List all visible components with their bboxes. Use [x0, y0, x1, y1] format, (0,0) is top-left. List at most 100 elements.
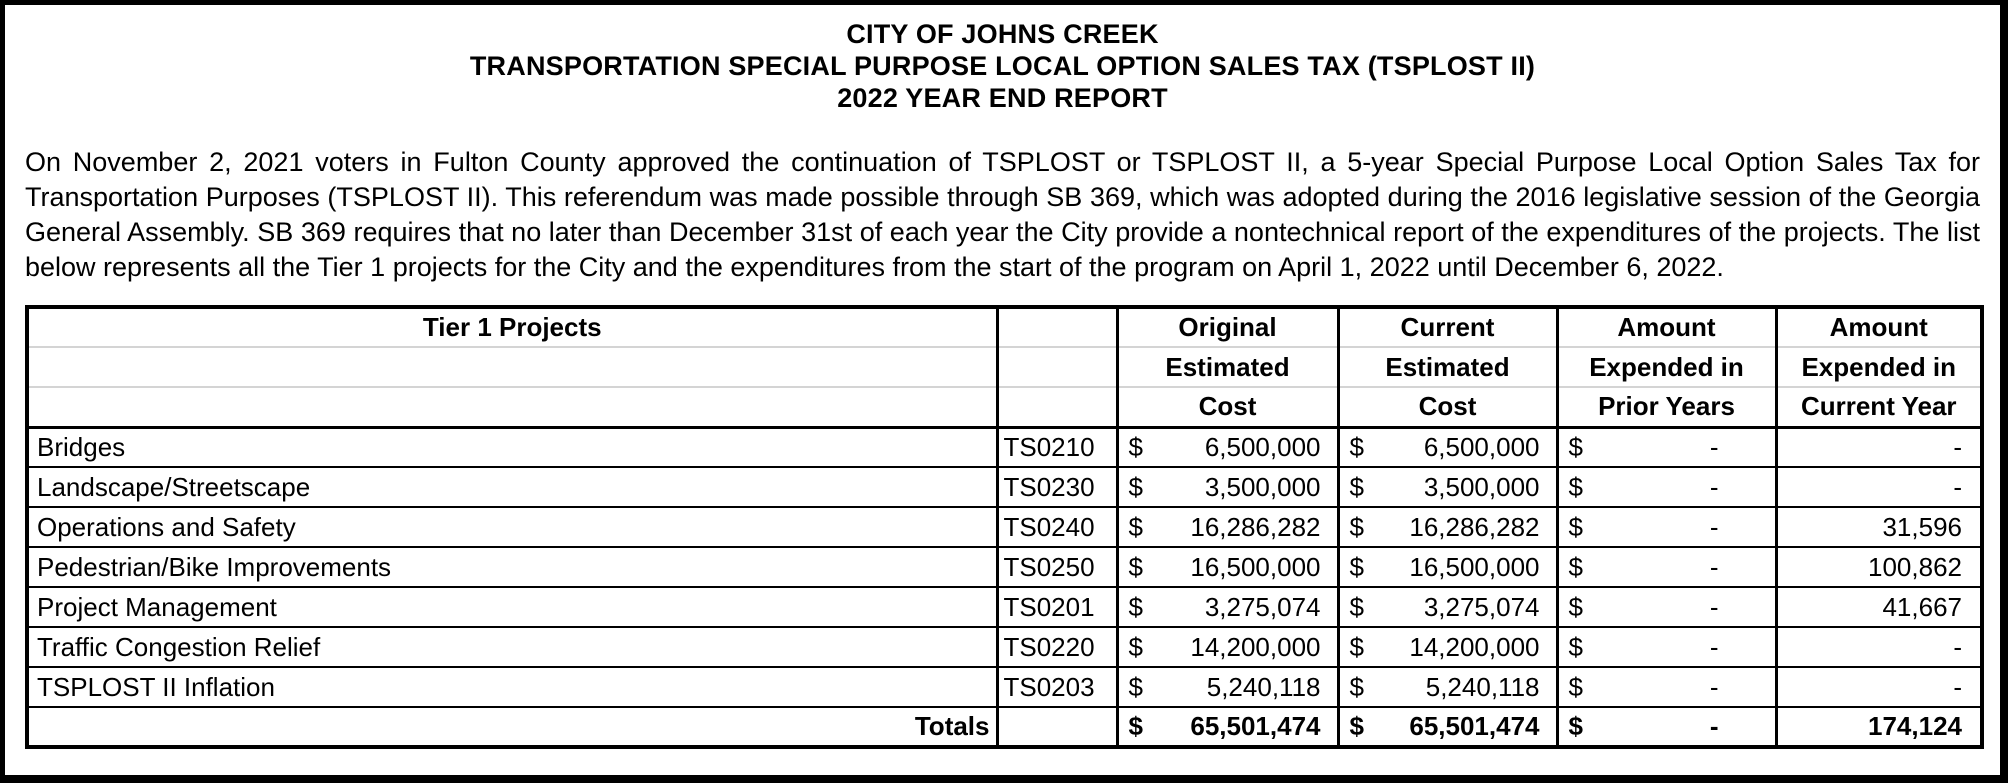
dollar-sign: $: [1349, 471, 1364, 502]
totals-original-cost-cell: $65,501,474: [1115, 707, 1338, 747]
project-code-cell: TS0201: [995, 587, 1117, 628]
table-row: Project Management TS0201 $3,275,074 $3,…: [27, 587, 1982, 628]
header-row-3: Cost Cost Prior Years Current Year: [27, 387, 1982, 429]
dollar-sign: $: [1349, 631, 1364, 662]
totals-current-year-cell: 174,124: [1774, 707, 1982, 747]
current-cost-cell: $16,500,000: [1336, 547, 1557, 588]
original-cost-cell: $3,500,000: [1115, 467, 1338, 508]
current-year-cell: 100,862: [1774, 547, 1982, 588]
project-code-cell: TS0220: [995, 627, 1117, 668]
dollar-sign: $: [1349, 431, 1364, 462]
dollar-sign: $: [1128, 711, 1143, 741]
header-current-line3: Cost: [1336, 387, 1557, 429]
header-prior-line3: Prior Years: [1555, 387, 1776, 429]
dollar-sign: $: [1128, 551, 1143, 582]
current-year-cell: 41,667: [1774, 587, 1982, 628]
header-tier1-projects: Tier 1 Projects: [27, 307, 997, 348]
prior-years-cell: $ -: [1555, 507, 1776, 548]
project-code-cell: TS0240: [995, 507, 1117, 548]
header-blank: [27, 387, 997, 429]
project-name-cell: TSPLOST II Inflation: [27, 667, 997, 708]
table-row: Landscape/Streetscape TS0230 $3,500,000 …: [27, 467, 1982, 508]
header-original-line2: Estimated: [1115, 347, 1338, 388]
dollar-sign: $: [1128, 591, 1143, 622]
totals-current-value: 65,501,474: [1409, 711, 1540, 741]
prior-years-cell: $ -: [1555, 627, 1776, 668]
prior-years-cell: $ -: [1555, 667, 1776, 708]
header-blank: [27, 347, 997, 388]
project-name-cell: Project Management: [27, 587, 997, 628]
dollar-sign: $: [1568, 711, 1583, 741]
prior-years-cell: $ -: [1555, 587, 1776, 628]
dollar-sign: $: [1128, 511, 1143, 542]
table-row: Operations and Safety TS0240 $16,286,282…: [27, 507, 1982, 548]
current-year-cell: -: [1774, 627, 1982, 668]
dollar-sign: $: [1349, 671, 1364, 702]
dollar-sign: $: [1349, 591, 1364, 622]
dollar-sign: $: [1568, 591, 1583, 622]
original-cost-cell: $16,500,000: [1115, 547, 1338, 588]
current-cost-cell: $14,200,000: [1336, 627, 1557, 668]
intro-paragraph: On November 2, 2021 voters in Fulton Cou…: [25, 147, 1980, 282]
project-name-cell: Operations and Safety: [27, 507, 997, 548]
table-row: Bridges TS0210 $6,500,000 $6,500,000 $ - …: [27, 427, 1982, 468]
header-current-line1: Current: [1336, 307, 1557, 348]
totals-row: Totals $65,501,474 $65,501,474 $ - 174,12…: [27, 707, 1982, 747]
header-prior-line2: Expended in: [1555, 347, 1776, 388]
current-year-cell: -: [1774, 467, 1982, 508]
project-code-cell: TS0250: [995, 547, 1117, 588]
totals-current-cost-cell: $65,501,474: [1336, 707, 1557, 747]
title-line-city: CITY OF JOHNS CREEK: [846, 19, 1159, 49]
dollar-sign: $: [1349, 511, 1364, 542]
project-name-cell: Landscape/Streetscape: [27, 467, 997, 508]
dollar-sign: $: [1349, 551, 1364, 582]
table-row: Traffic Congestion Relief TS0220 $14,200…: [27, 627, 1982, 668]
header-prior-line1: Amount: [1555, 307, 1776, 348]
prior-years-cell: $ -: [1555, 467, 1776, 508]
header-row-2: Estimated Estimated Expended in Expended…: [27, 347, 1982, 388]
current-year-cell: 31,596: [1774, 507, 1982, 548]
dollar-sign: $: [1349, 711, 1364, 741]
original-cost-cell: $14,200,000: [1115, 627, 1338, 668]
prior-years-cell: $ -: [1555, 547, 1776, 588]
original-cost-cell: $3,275,074: [1115, 587, 1338, 628]
dollar-sign: $: [1128, 631, 1143, 662]
dollar-sign: $: [1128, 671, 1143, 702]
current-cost-cell: $3,500,000: [1336, 467, 1557, 508]
table-row: Pedestrian/Bike Improvements TS0250 $16,…: [27, 547, 1982, 588]
dollar-sign: $: [1568, 551, 1583, 582]
project-name-cell: Pedestrian/Bike Improvements: [27, 547, 997, 588]
project-name-cell: Traffic Congestion Relief: [27, 627, 997, 668]
current-cost-cell: $6,500,000: [1336, 427, 1557, 468]
report-title: CITY OF JOHNS CREEK TRANSPORTATION SPECI…: [5, 18, 2000, 114]
header-code-blank: [995, 347, 1117, 388]
dollar-sign: $: [1568, 511, 1583, 542]
table-header: Tier 1 Projects Original Current Amount …: [27, 307, 1982, 429]
current-cost-cell: $5,240,118: [1336, 667, 1557, 708]
current-year-cell: -: [1774, 667, 1982, 708]
totals-prior-value: -: [1709, 711, 1719, 741]
header-current-line2: Estimated: [1336, 347, 1557, 388]
header-currentyear-line1: Amount: [1774, 307, 1982, 348]
totals-label: Totals: [914, 711, 990, 741]
totals-prior-years-cell: $ -: [1555, 707, 1776, 747]
current-year-cell: -: [1774, 427, 1982, 468]
dollar-sign: $: [1568, 431, 1583, 462]
original-cost-cell: $6,500,000: [1115, 427, 1338, 468]
dollar-sign: $: [1568, 471, 1583, 502]
header-original-line3: Cost: [1115, 387, 1338, 429]
current-cost-cell: $3,275,074: [1336, 587, 1557, 628]
project-code-cell: TS0210: [995, 427, 1117, 468]
table-row: TSPLOST II Inflation TS0203 $5,240,118 $…: [27, 667, 1982, 708]
title-line-program: TRANSPORTATION SPECIAL PURPOSE LOCAL OPT…: [469, 51, 1536, 81]
project-code-cell: TS0203: [995, 667, 1117, 708]
dollar-sign: $: [1128, 471, 1143, 502]
header-row-1: Tier 1 Projects Original Current Amount …: [27, 307, 1982, 348]
table-body: Bridges TS0210 $6,500,000 $6,500,000 $ - …: [27, 427, 1982, 747]
project-code-cell: TS0230: [995, 467, 1117, 508]
header-code-blank: [995, 387, 1117, 429]
dollar-sign: $: [1568, 671, 1583, 702]
header-original-line1: Original: [1115, 307, 1338, 348]
tier1-projects-table: Tier 1 Projects Original Current Amount …: [25, 305, 1984, 749]
